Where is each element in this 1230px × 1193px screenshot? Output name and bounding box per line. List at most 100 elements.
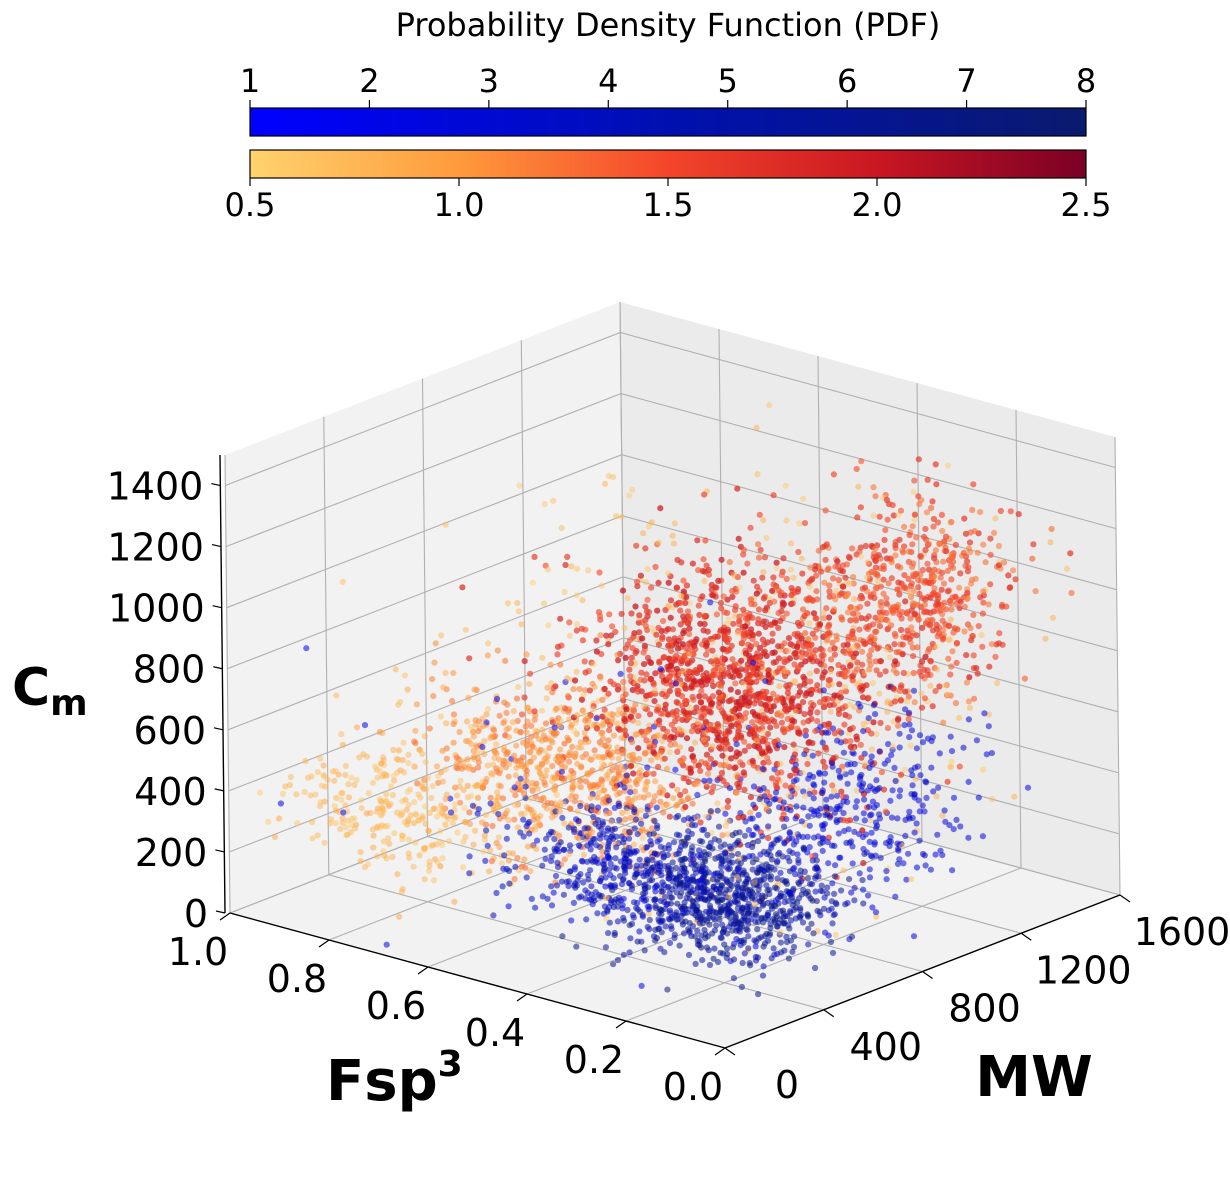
scatter-point-blue [607, 860, 614, 867]
scatter-point-orange [612, 628, 619, 636]
scatter-point-orange [628, 762, 635, 769]
scatter-point-orange [565, 737, 572, 744]
scatter-point-orange [844, 641, 851, 648]
scatter-point-orange [605, 737, 612, 744]
scatter-point-orange [665, 674, 672, 681]
scatter-point-orange [573, 592, 580, 599]
scatter-point-orange [826, 629, 833, 636]
scatter-point-blue [928, 738, 935, 745]
scatter-point-orange [873, 628, 880, 635]
scatter-point-orange [776, 696, 783, 703]
scatter-point-orange [682, 697, 689, 705]
scatter-point-orange [855, 483, 862, 490]
scatter-point-orange [909, 644, 916, 651]
scatter-point-orange [416, 852, 423, 859]
scatter-point-orange [573, 621, 581, 628]
scatter-point-blue [657, 867, 664, 875]
scatter-point-orange [924, 560, 931, 567]
scatter-point-orange [861, 669, 868, 676]
scatter-point-orange [599, 759, 606, 766]
scatter-point-orange [529, 787, 536, 794]
scatter-point-orange [470, 766, 477, 774]
scatter-point-blue [716, 897, 723, 904]
scatter-point-blue [881, 760, 888, 767]
scatter-point-orange [699, 593, 706, 600]
scatter-point-orange [737, 759, 744, 766]
scatter-point-orange [397, 812, 404, 819]
scatter-point-orange [759, 750, 766, 757]
scatter-point-blue [861, 817, 868, 824]
scatter-point-orange [933, 666, 941, 673]
scatter-point-orange [812, 615, 819, 622]
scatter-point-orange [778, 719, 786, 726]
scatter-point-orange [849, 724, 856, 732]
scatter-point-orange [744, 560, 751, 567]
scatter-point-blue [851, 897, 858, 904]
scatter-point-blue [871, 841, 878, 848]
scatter-point-orange [451, 814, 458, 822]
scatter-point-orange [760, 595, 768, 602]
scatter-point-orange [915, 456, 922, 463]
scatter-point-orange [806, 583, 814, 590]
scatter-point-orange [693, 814, 700, 821]
scatter-point-orange [542, 748, 549, 755]
scatter-point-orange [430, 877, 437, 884]
scatter-point-orange [474, 749, 481, 757]
scatter-point-orange [913, 632, 920, 639]
scatter-point-blue [760, 919, 767, 926]
scatter-point-orange [440, 812, 447, 819]
scatter-point-orange [606, 727, 613, 734]
scatter-point-orange [740, 606, 747, 613]
x-axis-tick [823, 1009, 835, 1018]
scatter-point-blue [851, 828, 858, 836]
scatter-point-orange [339, 819, 346, 827]
scatter-point-orange [872, 493, 879, 500]
scatter-point-orange [747, 596, 754, 603]
z-axis-tick [213, 666, 223, 670]
scatter-point-orange [405, 850, 412, 857]
scatter-point-orange [715, 703, 723, 711]
scatter-point-orange [686, 714, 693, 721]
scatter-point-orange [436, 808, 443, 815]
scatter-point-orange [348, 815, 355, 823]
scatter-point-orange [449, 698, 456, 705]
scatter-point-orange [475, 764, 482, 771]
scatter-point-blue [581, 825, 588, 832]
scatter-point-blue [905, 850, 912, 857]
scatter-point-orange [665, 626, 672, 633]
scatter-point-blue [790, 841, 798, 848]
scatter-point-blue [883, 876, 890, 883]
scatter-point-blue [766, 800, 773, 807]
scatter-point-orange [653, 707, 661, 714]
scatter-point-orange [836, 592, 843, 599]
scatter-point-orange [735, 628, 742, 635]
scatter-point-orange [719, 655, 726, 662]
scatter-point-orange [679, 641, 687, 648]
scatter-point-blue [802, 732, 809, 739]
scatter-point-blue [1024, 784, 1032, 791]
scatter-point-orange [595, 789, 603, 797]
scatter-point-orange [696, 693, 703, 700]
scatter-point-orange [489, 771, 496, 778]
scatter-point-orange [892, 658, 899, 665]
scatter-point-orange [842, 649, 849, 657]
scatter-point-orange [870, 484, 877, 491]
scatter-point-orange [396, 913, 403, 920]
scatter-point-orange [279, 790, 287, 798]
scatter-point-orange [442, 795, 449, 803]
scatter-point-blue [868, 811, 875, 818]
scatter-point-orange [819, 544, 827, 551]
scatter-point-blue [928, 764, 935, 771]
scatter-point-orange [626, 492, 633, 499]
scatter-point-orange [542, 562, 549, 569]
scatter-point-orange [630, 841, 638, 848]
scatter-point-blue [631, 808, 638, 816]
scatter-point-orange [876, 690, 883, 697]
scatter-point-orange [821, 662, 828, 670]
scatter-point-orange [503, 709, 510, 717]
scatter-point-orange [529, 842, 536, 850]
scatter-point-orange [881, 536, 888, 544]
scatter-point-orange [755, 665, 762, 672]
scatter-point-orange [557, 760, 564, 767]
scatter-point-orange [967, 624, 974, 632]
